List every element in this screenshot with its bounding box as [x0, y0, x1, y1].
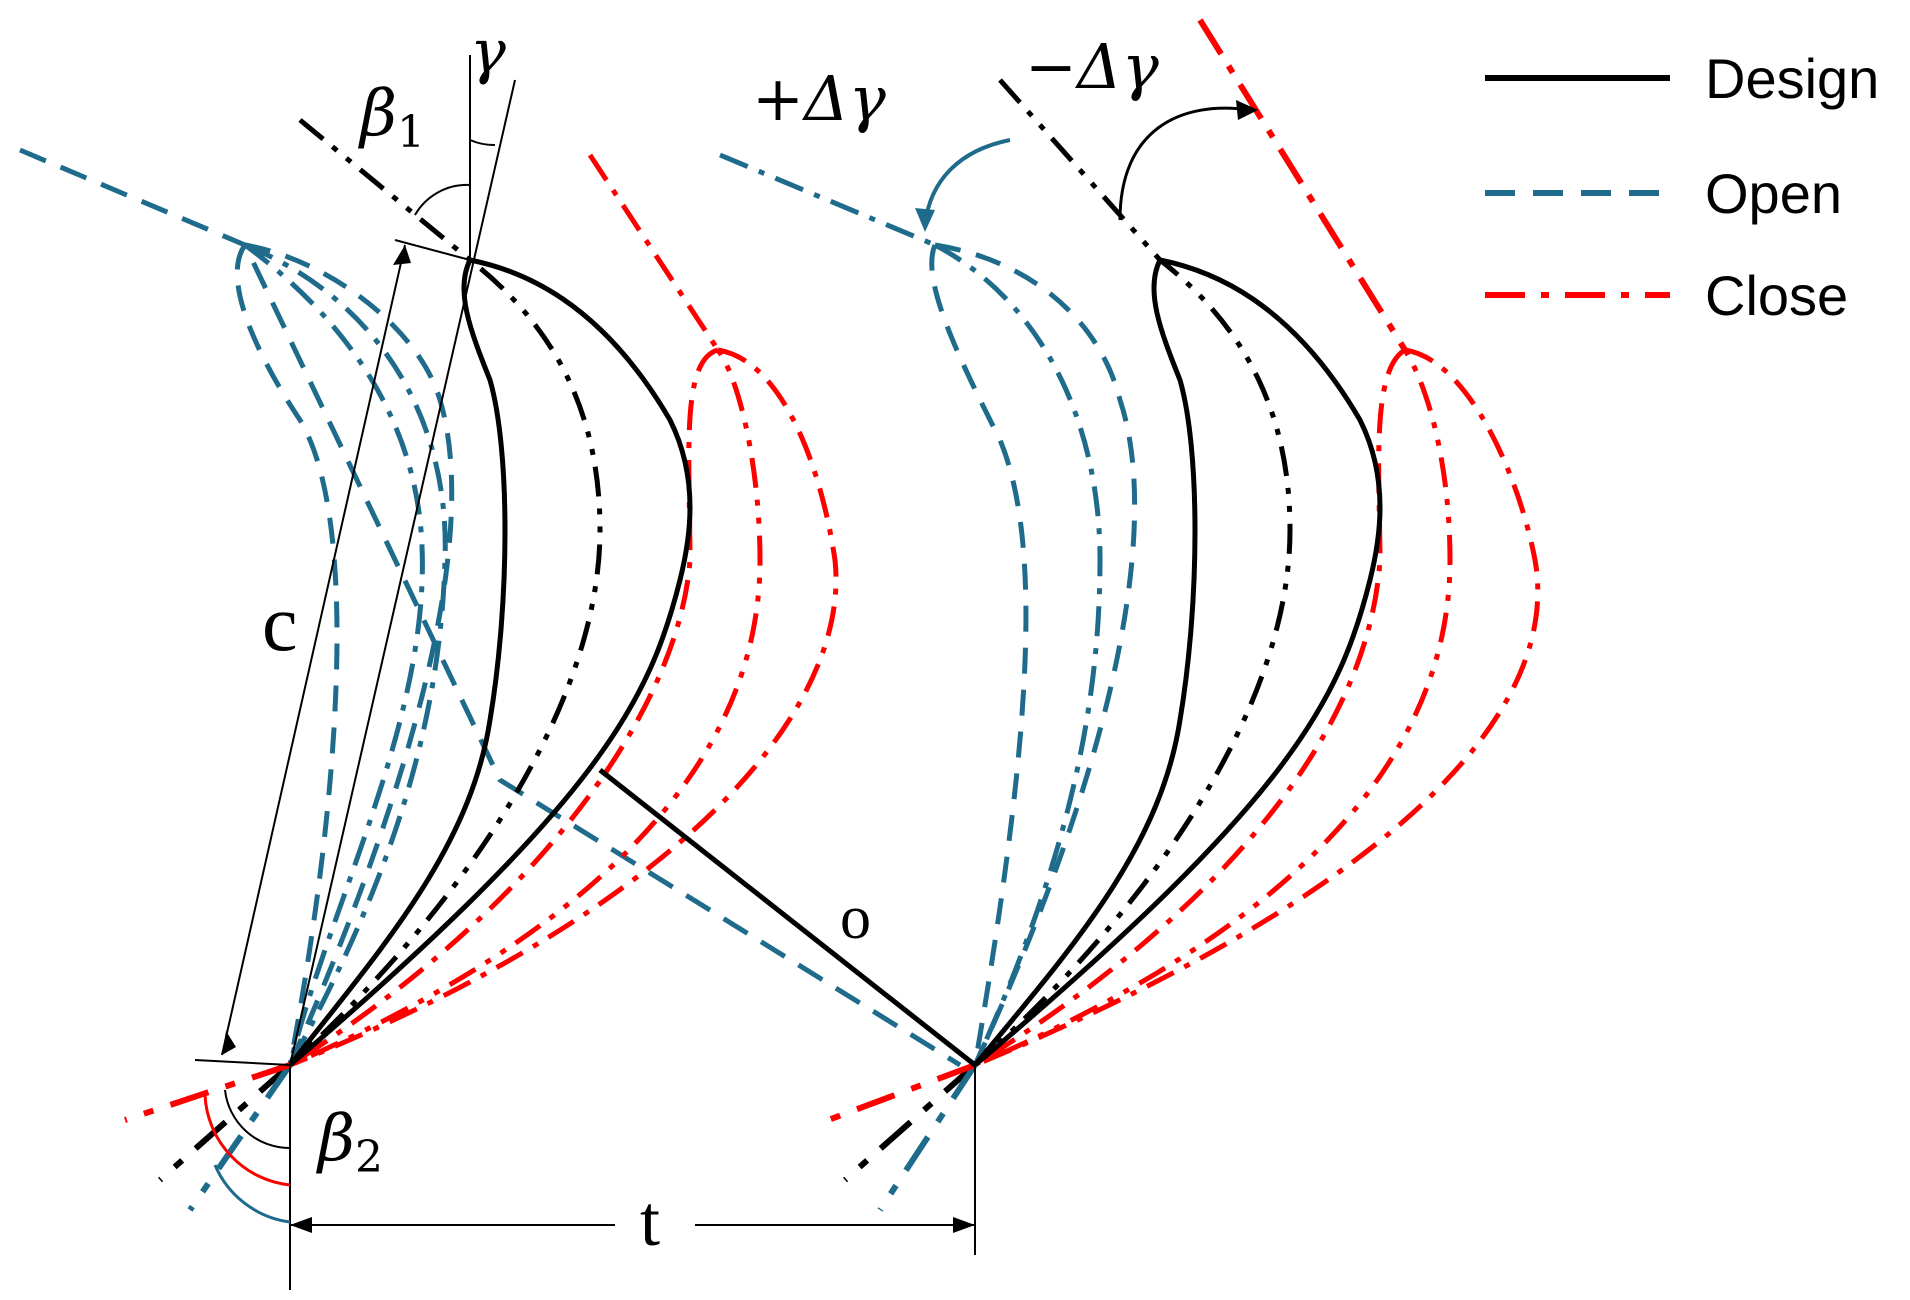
close-blade-right-mid	[974, 348, 1453, 1068]
beta2-arc-close	[203, 1094, 291, 1187]
label-beta2: β2	[316, 1102, 383, 1183]
gamma-arc	[469, 139, 496, 147]
pitch-arrow-right	[953, 1217, 975, 1233]
label-minus-dgamma: −Δγ	[1025, 30, 1160, 103]
label-gamma: γ	[470, 17, 506, 87]
label-beta1: β1	[358, 77, 425, 158]
label-beta2-sub: 2	[355, 1132, 383, 1183]
pitch-arrow-left	[290, 1217, 312, 1233]
open-blade-left-inner	[234, 243, 340, 1066]
label-pitch: t	[640, 1181, 660, 1261]
chord-ext-top	[394, 239, 471, 261]
beta1-arc	[414, 183, 471, 216]
label-plus-dgamma: +Δγ	[752, 62, 887, 135]
label-chord: c	[262, 580, 298, 668]
design-blade-right	[973, 257, 1383, 1067]
chord-line	[289, 79, 516, 1066]
chord-ext-bottom	[194, 1059, 291, 1066]
beta2-arc-open	[213, 1164, 291, 1224]
open-blade-right-outer	[934, 242, 1138, 1067]
legend-label-open: Open	[1705, 162, 1842, 225]
close-blade-right-inner	[973, 347, 1407, 1068]
close-blade-right-outer	[974, 347, 1541, 1068]
close-blade-left-mid	[289, 348, 763, 1068]
open-blade-left-outer	[244, 242, 455, 1067]
open-camber-left-2	[243, 242, 425, 1066]
close-blade-left-outer	[289, 347, 839, 1068]
plus-dgamma-arrow	[923, 138, 1011, 226]
beta2-arc-design	[224, 1089, 291, 1150]
legend: Design Open Close	[1485, 47, 1879, 327]
legend-label-close: Close	[1705, 264, 1848, 327]
close-exit-line-right	[813, 1062, 977, 1128]
minus-dgamma-arrow	[1118, 106, 1251, 221]
design-blade-left	[288, 257, 693, 1067]
label-beta1-sub: 1	[397, 107, 425, 158]
open-stagger-line-right	[719, 152, 936, 248]
close-stagger-left	[587, 153, 721, 352]
open-stagger-line-left	[19, 147, 962, 1068]
legend-label-design: Design	[1705, 47, 1879, 110]
close-stagger-right	[1197, 18, 1408, 352]
label-throat: o	[840, 884, 871, 952]
minus-dgamma-arrowhead	[1236, 100, 1258, 120]
chord-arrow-bottom	[222, 1031, 236, 1055]
annotations	[194, 55, 1258, 1290]
close-exit-line-left	[124, 1062, 291, 1123]
open-camber-left	[244, 242, 448, 1067]
open-exit-line-left	[187, 1063, 293, 1212]
chord-arrow-top	[393, 245, 411, 265]
labels: β1 γ +Δγ −Δγ c o β2 t	[262, 17, 1160, 1261]
design-camber-left	[288, 118, 603, 1067]
throat-line	[598, 768, 977, 1067]
open-exit-line-right	[877, 1063, 978, 1212]
close-blade-left-inner	[288, 347, 719, 1068]
blade-left	[19, 118, 962, 1212]
blade-right	[719, 18, 1541, 1212]
design-exit-line-right	[843, 1062, 977, 1183]
design-exit-line-left	[158, 1062, 292, 1183]
open-camber-right	[933, 242, 1103, 1067]
chord-dimension-line	[221, 244, 406, 1056]
open-blade-right-inner	[929, 244, 1029, 1066]
plus-dgamma-arrowhead	[915, 208, 935, 232]
